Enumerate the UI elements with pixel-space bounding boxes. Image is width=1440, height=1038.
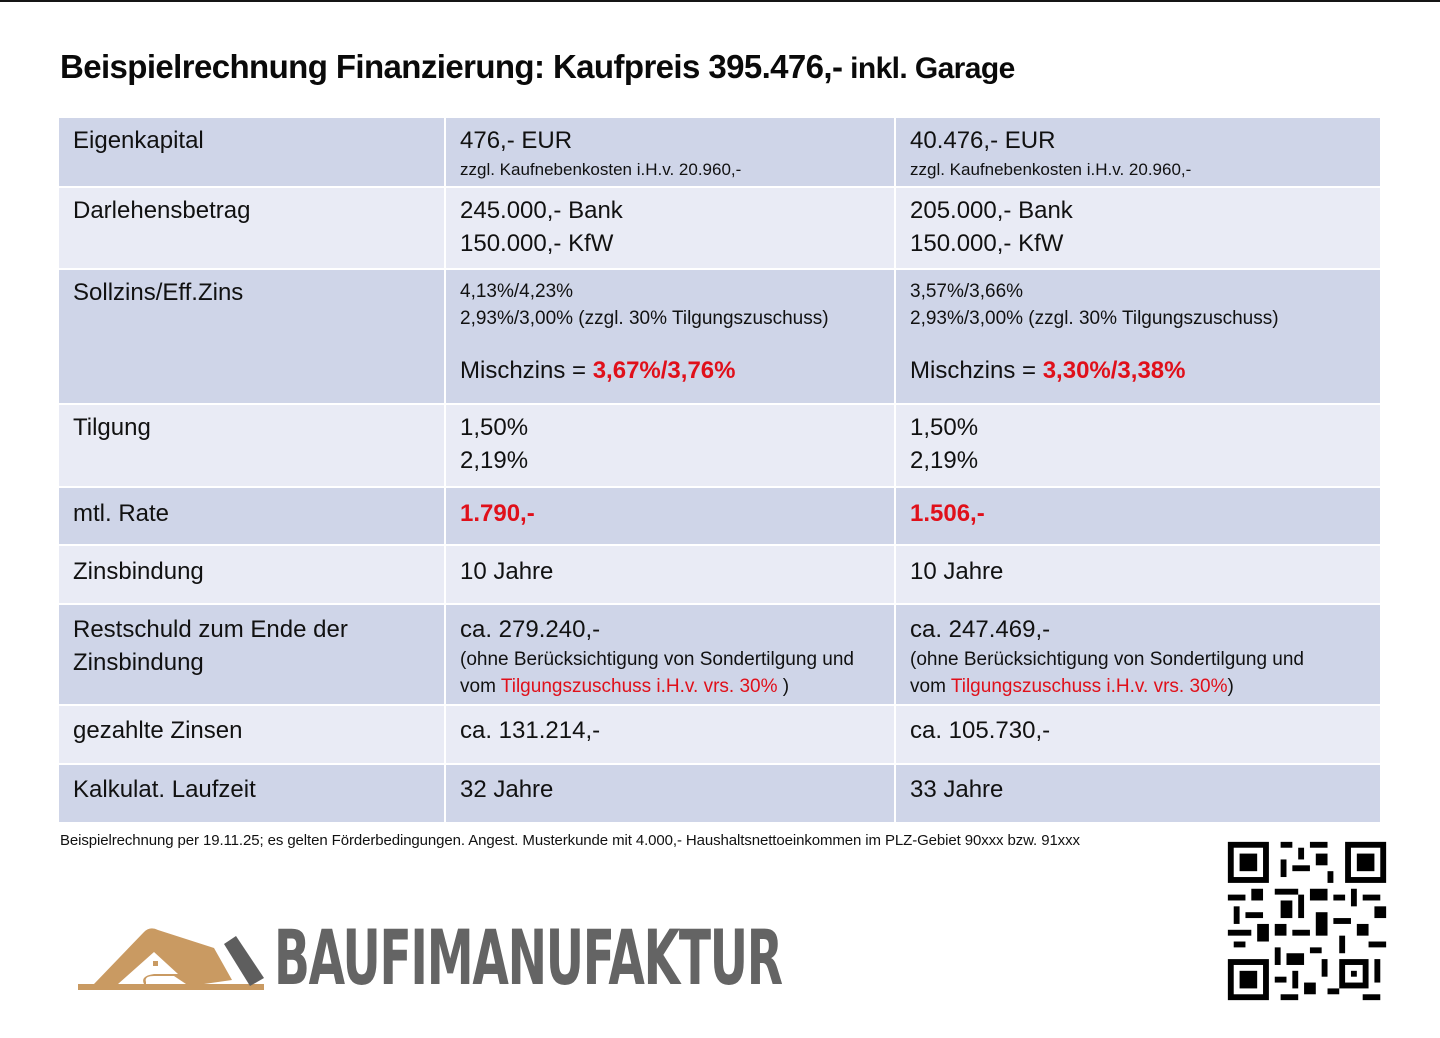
house-hand-hammer-icon — [78, 928, 264, 990]
value-main: ca. 279.240,- — [460, 616, 601, 643]
row-label: Darlehensbetrag — [59, 188, 446, 268]
value-line: 150.000,- KfW — [460, 230, 614, 257]
row-label: Zinsbindung — [59, 546, 446, 603]
cell-option-2: 1.506,- — [896, 488, 1380, 544]
company-logo: BAUFIMANUFAKTUR — [74, 918, 783, 998]
financing-table: Eigenkapital 476,- EUR zzgl. Kaufnebenko… — [59, 118, 1380, 822]
cell-option-1: 10 Jahre — [446, 546, 896, 603]
value-note: vom Tilgungszuschuss i.H.v. vrs. 30%) — [910, 676, 1234, 697]
row-label: gezahlte Zinsen — [59, 706, 446, 763]
row-label: mtl. Rate — [59, 488, 446, 544]
value-note: (ohne Berücksichtigung von Sondertilgung… — [910, 649, 1304, 670]
row-label: Sollzins/Eff.Zins — [59, 270, 446, 403]
mischzins-label: Mischzins = — [910, 357, 1043, 384]
cell-option-2: 1,50% 2,19% — [896, 405, 1380, 486]
value-main: ca. 247.469,- — [910, 616, 1051, 643]
mischzins-label: Mischzins = — [460, 357, 593, 384]
mischzins-value: 3,30%/3,38% — [1042, 357, 1186, 384]
value-line: 3,57%/3,66% — [910, 281, 1024, 302]
mischzins: Mischzins = 3,67%/3,76% — [460, 354, 880, 387]
tilgungszuschuss-note: Tilgungszuschuss i.H.v. vrs. 30% — [500, 676, 778, 697]
value-note: (ohne Berücksichtigung von Sondertilgung… — [460, 649, 854, 670]
title-main: Beispielrechnung Finanzierung: Kaufpreis… — [60, 48, 843, 85]
value-line: 1,50% — [910, 414, 979, 441]
tilgungszuschuss-note: Tilgungszuschuss i.H.v. vrs. 30% — [950, 676, 1228, 697]
cell-option-2: ca. 247.469,- (ohne Berücksichtigung von… — [896, 605, 1380, 704]
cell-option-1: 476,- EUR zzgl. Kaufnebenkosten i.H.v. 2… — [446, 118, 896, 186]
row-label: Kalkulat. Laufzeit — [59, 765, 446, 822]
mischzins-value: 3,67%/3,76% — [592, 357, 736, 384]
cell-option-1: 1,50% 2,19% — [446, 405, 896, 486]
cell-option-1: ca. 279.240,- (ohne Berücksichtigung von… — [446, 605, 896, 704]
page-title: Beispielrechnung Finanzierung: Kaufpreis… — [60, 48, 1015, 86]
cell-option-1: 245.000,- Bank 150.000,- KfW — [446, 188, 896, 268]
qr-code-icon[interactable] — [1222, 836, 1392, 1006]
value-main: 476,- EUR — [460, 127, 573, 154]
logo-text: BAUFIMANUFAKTUR — [274, 913, 783, 1002]
value-line: 245.000,- Bank — [460, 197, 623, 224]
value-line: 2,19% — [460, 447, 529, 474]
value-note: vom Tilgungszuschuss i.H.v. vrs. 30% ) — [460, 676, 790, 697]
row-label: Eigenkapital — [59, 118, 446, 186]
value-line: 2,19% — [910, 447, 979, 474]
footnote: Beispielrechnung per 19.11.25; es gelten… — [60, 832, 1080, 849]
cell-option-2: 3,57%/3,66% 2,93%/3,00% (zzgl. 30% Tilgu… — [896, 270, 1380, 403]
value-line: 150.000,- KfW — [910, 230, 1064, 257]
value-line: 205.000,- Bank — [910, 197, 1073, 224]
cell-option-2: 40.476,- EUR zzgl. Kaufnebenkosten i.H.v… — [896, 118, 1380, 186]
value-line: 4,13%/4,23% — [460, 281, 574, 302]
title-suffix: inkl. Garage — [842, 52, 1015, 85]
top-border — [0, 0, 1440, 2]
cell-option-2: ca. 105.730,- — [896, 706, 1380, 763]
cell-option-2: 205.000,- Bank 150.000,- KfW — [896, 188, 1380, 268]
cell-option-1: ca. 131.214,- — [446, 706, 896, 763]
cell-option-1: 4,13%/4,23% 2,93%/3,00% (zzgl. 30% Tilgu… — [446, 270, 896, 403]
value-line: 1,50% — [460, 414, 529, 441]
cell-option-2: 33 Jahre — [896, 765, 1380, 822]
cell-option-2: 10 Jahre — [896, 546, 1380, 603]
cell-option-1: 1.790,- — [446, 488, 896, 544]
value-sub: zzgl. Kaufnebenkosten i.H.v. 20.960,- — [910, 160, 1192, 179]
mischzins: Mischzins = 3,30%/3,38% — [910, 354, 1366, 387]
value-sub: zzgl. Kaufnebenkosten i.H.v. 20.960,- — [460, 160, 742, 179]
cell-option-1: 32 Jahre — [446, 765, 896, 822]
row-label: Restschuld zum Ende der Zinsbindung — [59, 605, 446, 704]
value-line: 2,93%/3,00% (zzgl. 30% Tilgungszuschuss) — [910, 308, 1279, 329]
row-label: Tilgung — [59, 405, 446, 486]
value-main: 40.476,- EUR — [910, 127, 1056, 154]
value-line: 2,93%/3,00% (zzgl. 30% Tilgungszuschuss) — [460, 308, 829, 329]
